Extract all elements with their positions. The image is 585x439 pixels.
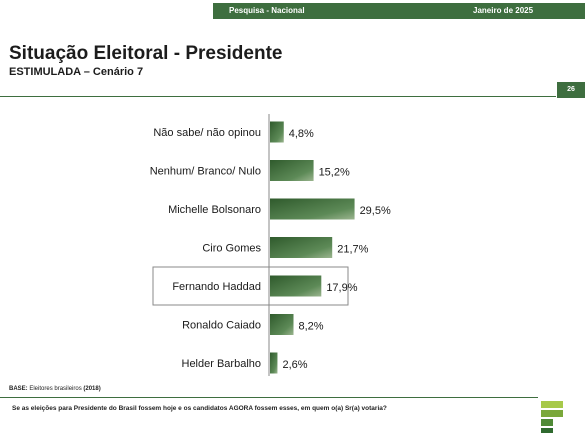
category-label: Ronaldo Caiado	[182, 320, 261, 332]
bar	[270, 275, 322, 297]
category-label: Helder Barbalho	[182, 358, 262, 370]
header-divider	[0, 96, 556, 97]
value-label: 21,7%	[337, 244, 368, 256]
value-label: 15,2%	[319, 167, 350, 179]
survey-question: Se as eleições para Presidente do Brasil…	[12, 405, 387, 412]
value-label: 17,9%	[326, 282, 357, 294]
bar	[270, 237, 333, 258]
value-label: 2,6%	[282, 359, 307, 371]
category-label: Nenhum/ Branco/ Nulo	[150, 166, 261, 178]
page-number-badge: 26	[557, 82, 585, 98]
bar	[270, 314, 294, 335]
base-note: BASE: Eleitores brasileiros (2018)	[9, 386, 101, 392]
page-subtitle: ESTIMULADA – Cenário 7	[9, 66, 144, 78]
bar	[270, 352, 278, 374]
bar-chart: Não sabe/ não opinou 4,8% Nenhum/ Branco/ …	[150, 114, 391, 376]
base-text: Eleitores brasileiros	[29, 386, 82, 392]
header-bar: Pesquisa - Nacional Janeiro de 2025	[213, 3, 585, 19]
brand-logo-icon	[541, 401, 563, 433]
value-label: 8,2%	[299, 321, 324, 333]
category-label: Fernando Haddad	[172, 281, 261, 293]
category-label: Michelle Bolsonaro	[168, 204, 261, 216]
survey-label: Pesquisa - Nacional	[229, 6, 305, 15]
bar	[270, 198, 355, 220]
highlight-box	[152, 266, 349, 306]
category-label: Ciro Gomes	[202, 243, 261, 255]
value-label: 4,8%	[289, 128, 314, 140]
value-label: 29,5%	[360, 205, 391, 217]
date-label: Janeiro de 2025	[473, 6, 534, 15]
page-title: Situação Eleitoral - Presidente	[9, 43, 283, 64]
category-label: Não sabe/ não opinou	[153, 127, 261, 139]
bar	[270, 160, 314, 181]
footer-divider	[0, 397, 538, 398]
bar	[270, 121, 284, 143]
base-label: BASE:	[9, 386, 28, 392]
base-count: (2018)	[83, 386, 101, 392]
